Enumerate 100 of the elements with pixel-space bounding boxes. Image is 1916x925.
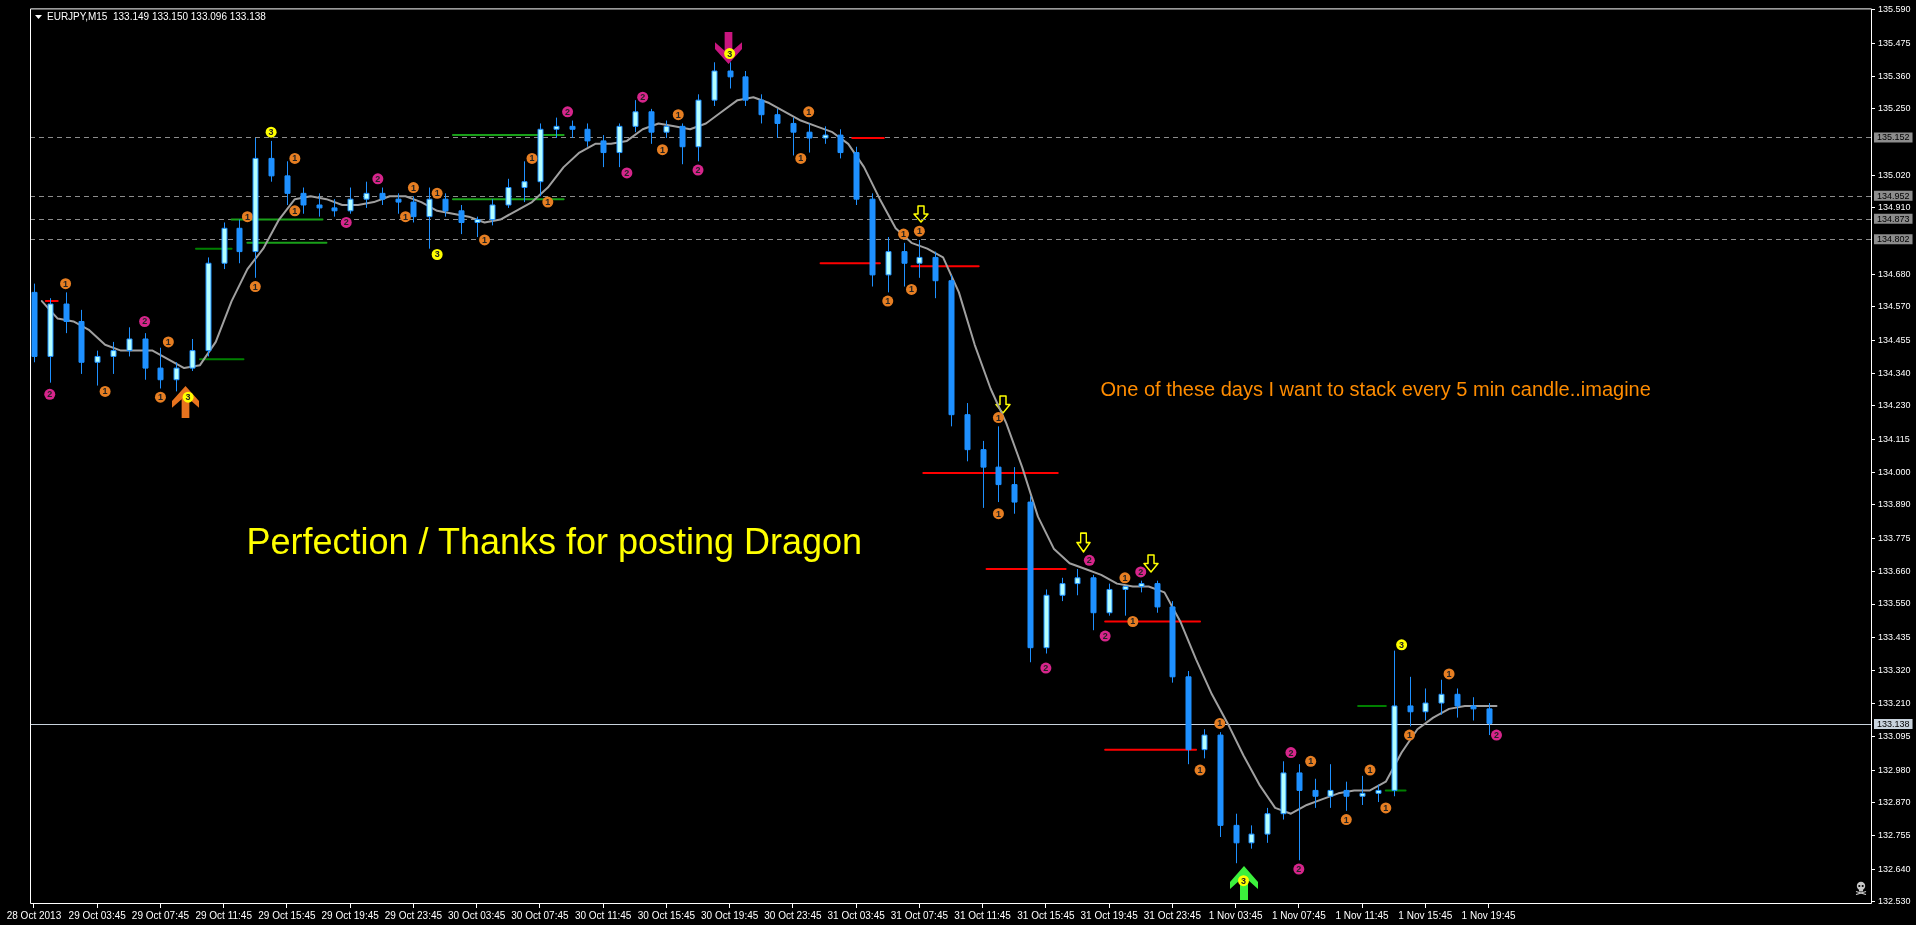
annotation: 1 <box>529 153 535 164</box>
annotation: 2 <box>1296 864 1302 875</box>
ref-line-label: 135.152 <box>1877 132 1910 143</box>
annotation: 1 <box>1197 765 1203 776</box>
y-tick-label: 133.435 <box>1878 631 1911 642</box>
annotation: 1 <box>806 106 812 117</box>
x-tick-label: 1 Nov 19:45 <box>1461 909 1516 921</box>
annotation: 1 <box>1407 730 1413 741</box>
y-tick-label: 135.475 <box>1878 37 1911 48</box>
y-tick-label: 132.530 <box>1878 895 1911 906</box>
y-tick-label: 135.250 <box>1878 103 1911 114</box>
x-tick-label: 30 Oct 23:45 <box>764 909 822 921</box>
y-tick-label: 132.980 <box>1878 764 1911 775</box>
y-tick-label: 135.590 <box>1878 4 1911 15</box>
y-tick-label: 133.550 <box>1878 598 1911 609</box>
annotation: 2 <box>565 106 571 117</box>
y-tick-label: 134.680 <box>1878 269 1911 280</box>
annotation: 1 <box>482 234 488 245</box>
annotation: 1 <box>798 153 804 164</box>
annotation: 1 <box>292 205 298 216</box>
annotation: 3 <box>1399 639 1405 650</box>
x-tick-label: 29 Oct 19:45 <box>321 909 380 921</box>
x-tick-label: 31 Oct 03:45 <box>827 909 886 921</box>
y-tick-label: 134.000 <box>1878 467 1911 478</box>
y-tick-label: 134.230 <box>1878 400 1911 411</box>
x-tick-label: 31 Oct 11:45 <box>954 909 1012 921</box>
chart-title: EURJPY,M15 133.149 133.150 133.096 133.138 <box>47 11 266 23</box>
annotation: 1 <box>908 284 914 295</box>
annotation: 3 <box>727 48 733 59</box>
annotation: 1 <box>901 229 907 240</box>
ref-line-label: 133.138 <box>1877 718 1910 729</box>
y-tick-label: 133.095 <box>1878 731 1911 742</box>
annotation: 1 <box>1308 756 1314 767</box>
annotation: 2 <box>47 389 53 400</box>
annotation: 2 <box>1102 631 1108 642</box>
annotation: 3 <box>1241 875 1247 886</box>
x-tick-label: 31 Oct 19:45 <box>1080 909 1139 921</box>
annotation: 1 <box>252 281 258 292</box>
x-tick-label: 30 Oct 03:45 <box>448 909 506 921</box>
annotation: 1 <box>916 226 922 237</box>
x-tick-label: 28 Oct 2013 <box>6 909 62 921</box>
annotation: 1 <box>165 336 171 347</box>
y-tick-label: 132.870 <box>1878 796 1911 807</box>
x-tick-label: 30 Oct 07:45 <box>511 909 569 921</box>
annotation: 2 <box>640 92 646 103</box>
x-tick-label: 29 Oct 07:45 <box>131 909 190 921</box>
y-tick-label: 134.910 <box>1878 202 1911 213</box>
annotation: 2 <box>375 173 381 184</box>
annotation: 1 <box>1383 802 1389 813</box>
annotation: 1 <box>675 109 681 120</box>
x-tick-label: 29 Oct 03:45 <box>68 909 127 921</box>
annotation: 1 <box>995 508 1001 519</box>
annotation: 1 <box>63 278 69 289</box>
annotation: 1 <box>403 211 409 222</box>
x-tick-label: 31 Oct 15:45 <box>1017 909 1075 921</box>
annotation: 3 <box>185 392 191 403</box>
x-tick-label: 1 Nov 11:45 <box>1335 909 1390 921</box>
annotation: 1 <box>1343 814 1349 825</box>
annotation: 2 <box>343 217 349 228</box>
y-tick-label: 135.360 <box>1878 71 1911 82</box>
x-tick-label: 29 Oct 11:45 <box>195 909 253 921</box>
y-tick-label: 134.455 <box>1878 334 1911 345</box>
y-tick-label: 133.775 <box>1878 532 1911 543</box>
annotation: 1 <box>244 211 250 222</box>
annotation: 2 <box>1086 555 1092 566</box>
ref-line-label: 134.873 <box>1877 213 1910 224</box>
y-tick-label: 133.890 <box>1878 499 1911 510</box>
annotation: 2 <box>695 165 701 176</box>
annotation: 2 <box>1493 730 1499 741</box>
annotation: 1 <box>434 188 440 199</box>
y-tick-label: 134.340 <box>1878 368 1911 379</box>
annotation: 2 <box>1138 566 1144 577</box>
x-tick-label: 31 Oct 07:45 <box>890 909 949 921</box>
annotation: 1 <box>102 386 108 397</box>
y-tick-label: 133.660 <box>1878 566 1911 577</box>
annotation: 1 <box>157 392 163 403</box>
annotation: 1 <box>410 182 416 193</box>
y-tick-label: 132.755 <box>1878 830 1911 841</box>
annotation: 1 <box>1367 765 1373 776</box>
annotation: 1 <box>1122 572 1128 583</box>
x-tick-label: 31 Oct 23:45 <box>1143 909 1202 921</box>
annotation: One of these days I want to stack every 5 min candle..imagine <box>1100 377 1651 401</box>
annotation: 3 <box>434 249 440 260</box>
x-tick-label: 1 Nov 03:45 <box>1208 909 1263 921</box>
annotation: 2 <box>1043 663 1049 674</box>
ref-line-label: 134.952 <box>1877 190 1910 201</box>
annotation: 2 <box>142 316 148 327</box>
annotation: 1 <box>995 412 1001 423</box>
x-tick-label: 29 Oct 15:45 <box>258 909 316 921</box>
annotation: 1 <box>659 144 665 155</box>
x-tick-label: 1 Nov 15:45 <box>1398 909 1453 921</box>
y-tick-label: 132.640 <box>1878 863 1911 874</box>
annotation: 1 <box>885 296 891 307</box>
annotation: 1 <box>292 153 298 164</box>
annotation: 1 <box>1446 668 1452 679</box>
x-tick-label: 1 Nov 07:45 <box>1271 909 1327 921</box>
annotation: 2 <box>1288 747 1294 758</box>
x-tick-label: 30 Oct 15:45 <box>637 909 696 921</box>
annotation: 2 <box>624 167 630 178</box>
x-tick-label: 30 Oct 11:45 <box>574 909 632 921</box>
